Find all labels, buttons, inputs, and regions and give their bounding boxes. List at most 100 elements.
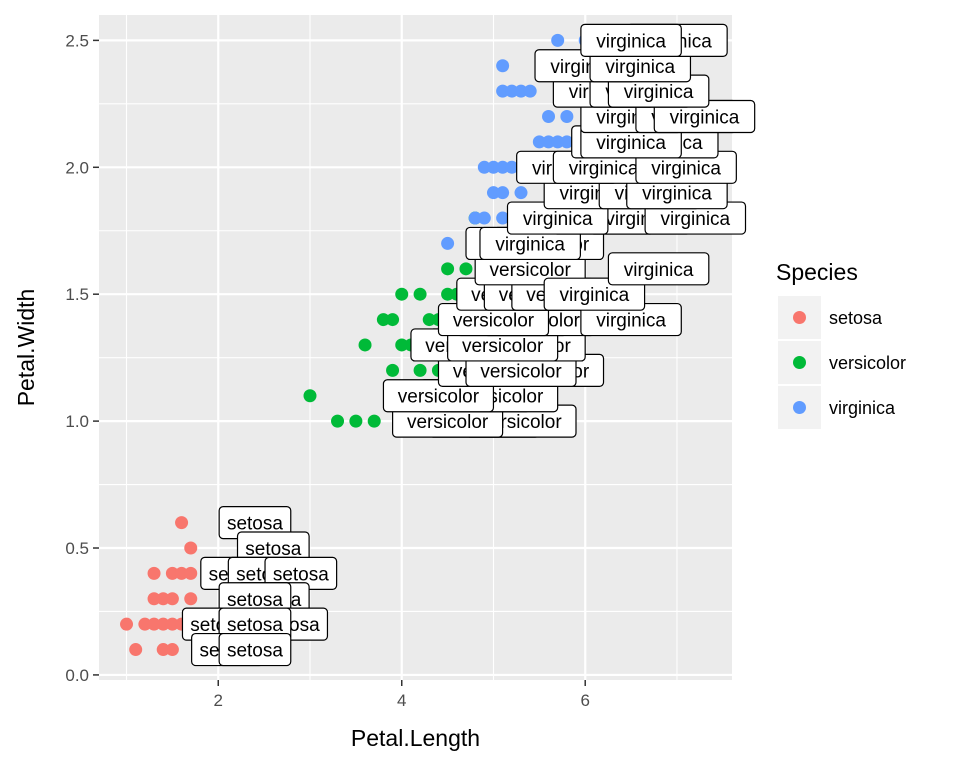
point-label: setosa [218,506,292,540]
point-label: setosa [218,607,292,641]
data-point-virginica [496,160,510,174]
data-point-setosa [147,617,161,631]
point-label-text: setosa [227,514,283,535]
point-label-box [607,252,710,286]
point-label-text: versicolor [490,260,572,281]
point-label-text: versicolor [398,387,480,408]
point-label-text: virginica [660,209,730,230]
data-point-virginica [496,186,510,200]
point-label-text: versicolor [480,361,562,382]
point-label: virginica [607,252,710,286]
data-point-virginica [477,211,491,225]
data-point-setosa [156,643,170,657]
data-point-versicolor [331,414,345,428]
point-label-text: setosa [227,641,283,662]
point-label-text: setosa [273,564,329,585]
point-label: virginica [552,150,655,184]
data-point-virginica [505,160,519,174]
data-point-versicolor [441,262,455,276]
data-point-virginica [532,135,546,149]
legend-item-setosa: setosa [778,296,883,339]
point-label-text: virginica [651,158,721,179]
data-point-versicolor [358,338,372,352]
data-point-setosa [165,643,179,657]
data-point-setosa [165,566,179,580]
data-point-virginica [496,211,510,225]
data-point-virginica [551,33,565,47]
point-label: setosa [236,531,310,565]
point-label-text: virginica [596,311,666,332]
data-point-setosa [184,566,198,580]
data-point-virginica [441,236,455,250]
point-label-text: setosa [227,615,283,636]
x-tick-label: 4 [397,691,406,710]
point-label-text: versicolor [453,311,535,332]
data-point-versicolor [376,313,390,327]
data-point-virginica [560,135,574,149]
data-point-virginica [523,84,537,98]
point-label: virginica [644,201,747,235]
point-label-text: virginica [642,184,712,205]
legend: Species setosa versicolor virginica [776,259,906,429]
point-label-box [543,277,646,311]
legend-title: Species [776,259,858,285]
point-label: versicolor [465,353,577,387]
point-label: virginica [653,99,756,134]
data-point-versicolor [367,414,381,428]
y-tick-label: 2.5 [65,31,89,50]
point-label-text: virginica [670,108,740,129]
point-label-text: virginica [596,31,666,52]
y-tick-label: 2.0 [65,158,89,177]
legend-item-virginica: virginica [778,386,896,429]
y-tick-label: 0.0 [65,666,89,685]
data-point-versicolor [386,363,400,377]
legend-key-dot [793,311,806,324]
point-label: setosa [218,632,292,667]
data-point-versicolor [349,414,363,428]
data-point-setosa [175,566,189,580]
data-point-virginica [496,84,510,98]
point-label-text: virginica [596,133,666,154]
point-label: virginica [607,74,710,108]
data-point-setosa [120,617,134,631]
data-point-versicolor [413,287,427,301]
point-label: versicolor [437,302,550,337]
data-point-virginica [514,186,528,200]
data-point-setosa [156,592,170,606]
point-label-text: versicolor [407,412,489,433]
data-point-virginica [542,135,556,149]
data-point-virginica [486,160,500,174]
data-point-setosa [129,643,143,657]
data-point-setosa [184,592,198,606]
data-point-versicolor [422,313,436,327]
point-label-text: virginica [624,260,694,281]
x-tick-label: 6 [580,691,589,710]
data-point-setosa [138,617,152,631]
point-label-box [218,632,292,667]
data-point-virginica [477,160,491,174]
data-point-versicolor [395,287,409,301]
point-label: virginica [626,176,728,210]
point-label: virginica [506,201,609,235]
point-label-text: virginica [523,209,593,230]
point-label: virginica [580,23,682,57]
point-label: virginica [543,277,646,311]
axes: 2 4 6 0.0 0.5 1.0 1.5 2.0 2.5 [65,31,590,710]
data-point-virginica [486,186,500,200]
point-label-text: virginica [605,57,675,78]
point-label: versicolor [447,328,559,362]
y-tick-label: 1.5 [65,285,89,304]
data-point-setosa [147,566,161,580]
data-point-versicolor [395,338,409,352]
data-point-versicolor [459,262,473,276]
data-point-virginica [551,135,565,149]
x-axis-title: Petal.Length [351,725,480,751]
point-label: virginica [589,49,692,83]
point-label: versicolor [382,379,495,413]
point-label: virginica [479,226,581,261]
point-label: virginica [580,302,682,337]
data-point-virginica [468,211,482,225]
data-point-versicolor [386,313,400,327]
